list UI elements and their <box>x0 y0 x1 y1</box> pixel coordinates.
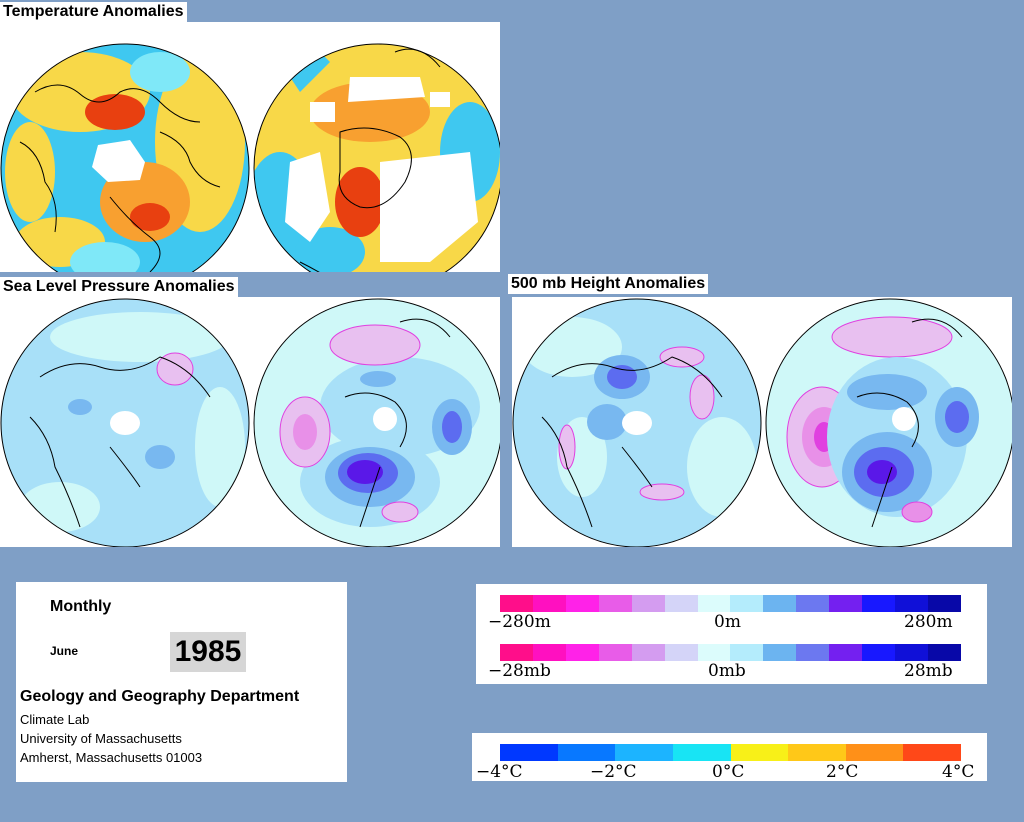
temp-tick-minus4: −4°C <box>476 762 523 782</box>
nh-height-globe <box>513 299 761 547</box>
sh-coastlines <box>299 48 441 272</box>
temperature-colorbar <box>500 744 961 761</box>
height-swatch-3 <box>598 595 632 612</box>
height-swatch-13 <box>927 595 961 612</box>
temperature-map-panel <box>0 22 500 272</box>
pressure-tick-max: 28mb <box>904 661 953 681</box>
temperature-swatch-1 <box>557 744 616 761</box>
pressure-swatch-0 <box>500 644 533 661</box>
pressure-swatch-10 <box>829 644 863 661</box>
temperature-swatch-6 <box>845 744 904 761</box>
university-label: University of Massachusetts <box>20 731 182 746</box>
height-swatch-11 <box>862 595 896 612</box>
nh-slp-globe <box>1 299 249 547</box>
height-swatch-9 <box>796 595 830 612</box>
pressure-height-legend: −280m 0m 280m −28mb 0mb 28mb <box>476 584 987 684</box>
pressure-swatch-13 <box>927 644 961 661</box>
period-label: Monthly <box>50 598 112 615</box>
temp-tick-plus4: 4°C <box>942 762 975 782</box>
department-label: Geology and Geography Department <box>20 688 300 705</box>
height-swatch-12 <box>895 595 928 612</box>
pressure-swatch-1 <box>532 644 566 661</box>
pressure-swatch-3 <box>598 644 632 661</box>
pressure-swatch-4 <box>631 644 665 661</box>
pressure-colorbar <box>500 644 961 661</box>
height-tick-min: −280m <box>488 612 551 632</box>
nh-slp-coastlines <box>29 356 211 528</box>
pressure-swatch-7 <box>730 644 764 661</box>
pressure-swatch-5 <box>664 644 698 661</box>
pressure-tick-min: −28mb <box>488 661 551 681</box>
temperature-swatch-7 <box>903 744 961 761</box>
temperature-legend: −4°C −2°C 0°C 2°C 4°C <box>472 733 987 781</box>
temp-tick-plus2: 2°C <box>826 762 859 782</box>
pressure-tick-zero: 0mb <box>708 661 746 681</box>
pressure-swatch-11 <box>862 644 896 661</box>
height-map-panel <box>512 297 1012 547</box>
nh-height-coastlines <box>541 356 723 528</box>
pressure-swatch-9 <box>796 644 830 661</box>
temperature-swatch-3 <box>672 744 731 761</box>
sh-height-coastlines <box>856 318 963 528</box>
temperature-swatch-4 <box>730 744 789 761</box>
pressure-swatch-6 <box>697 644 731 661</box>
height-maps <box>512 298 1012 547</box>
year-display: 1985 <box>170 632 246 672</box>
month-label: June <box>50 644 79 658</box>
height-tick-max: 280m <box>904 612 953 632</box>
pressure-swatch-12 <box>895 644 928 661</box>
sh-height-globe <box>766 299 1012 547</box>
temperature-title: Temperature Anomalies <box>0 2 187 22</box>
height-colorbar <box>500 595 961 612</box>
height-swatch-5 <box>664 595 698 612</box>
info-box: Monthly June Geology and Geography Depar… <box>16 582 347 782</box>
height-swatch-7 <box>730 595 764 612</box>
address-label: Amherst, Massachusetts 01003 <box>20 750 203 765</box>
nh-temperature-globe <box>1 44 249 272</box>
temp-tick-zero: 0°C <box>712 762 745 782</box>
slp-maps <box>0 298 500 547</box>
height-swatch-1 <box>532 595 566 612</box>
height-swatch-0 <box>500 595 533 612</box>
slp-title: Sea Level Pressure Anomalies <box>0 277 238 297</box>
pressure-swatch-8 <box>763 644 797 661</box>
height-swatch-8 <box>763 595 797 612</box>
temperature-swatch-5 <box>788 744 846 761</box>
nh-coastlines <box>19 84 221 272</box>
sh-slp-globe <box>254 299 500 547</box>
sh-slp-coastlines <box>344 318 451 528</box>
height-swatch-6 <box>697 595 731 612</box>
height-tick-zero: 0m <box>714 612 741 632</box>
height-title: 500 mb Height Anomalies <box>508 274 709 294</box>
temperature-swatch-0 <box>500 744 558 761</box>
temperature-swatch-2 <box>615 744 673 761</box>
temperature-maps <box>0 43 500 272</box>
temp-tick-minus2: −2°C <box>590 762 637 782</box>
height-swatch-10 <box>829 595 863 612</box>
lab-label: Climate Lab <box>20 712 90 727</box>
height-swatch-2 <box>565 595 599 612</box>
slp-map-panel <box>0 297 500 547</box>
height-swatch-4 <box>631 595 665 612</box>
pressure-swatch-2 <box>565 644 599 661</box>
